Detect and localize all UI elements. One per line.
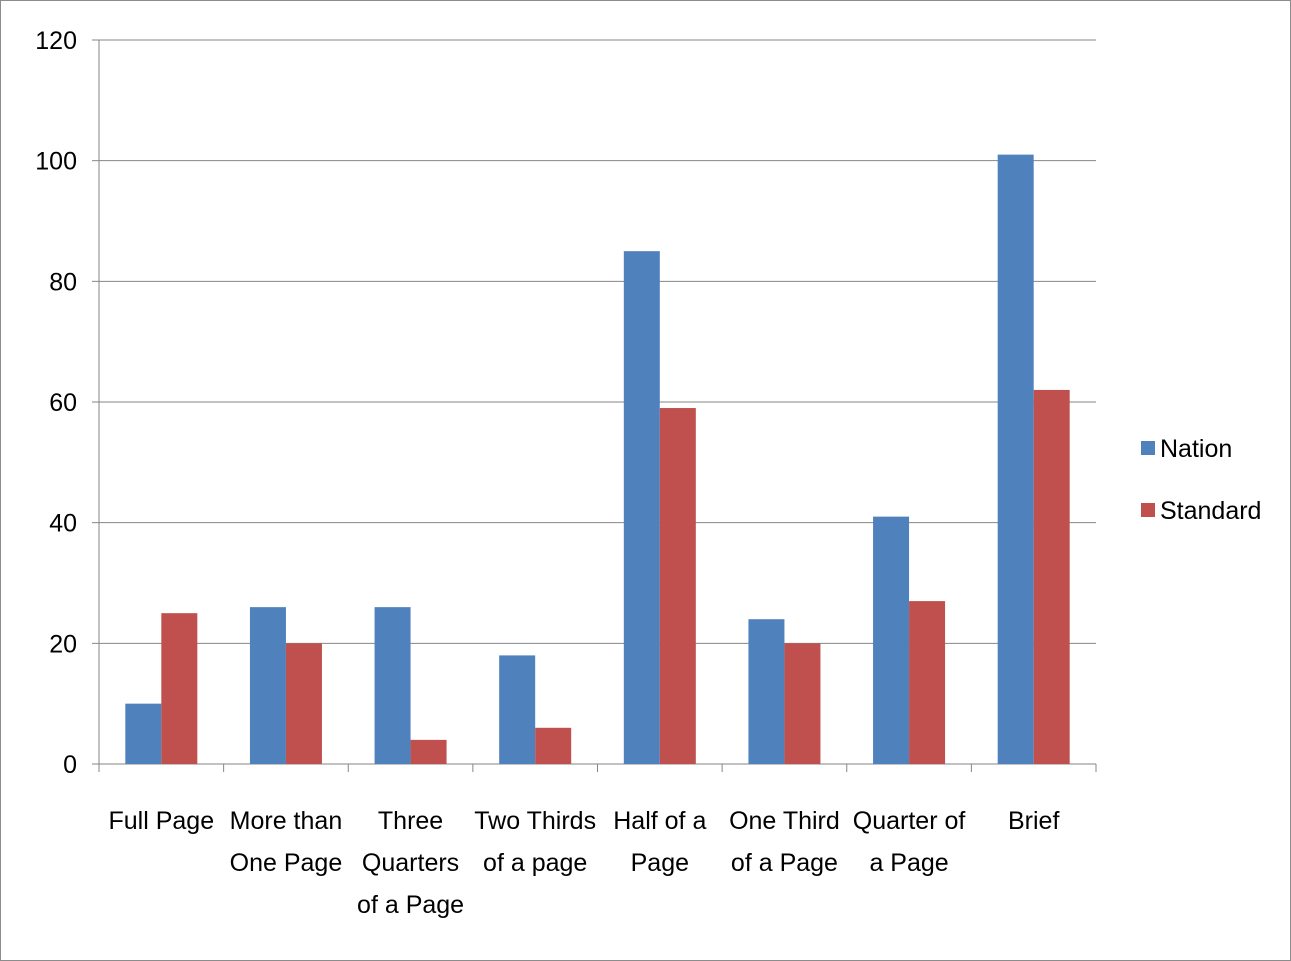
x-category-label-line: of a Page xyxy=(731,849,838,877)
bar-standard xyxy=(410,739,447,764)
legend-swatch-standard xyxy=(1141,503,1155,517)
y-tick-label: 120 xyxy=(35,27,77,55)
x-category-label-line: Quarters xyxy=(362,849,459,877)
bar-standard xyxy=(285,643,322,764)
bar-standard xyxy=(1033,389,1070,764)
bar-nation xyxy=(374,607,411,764)
y-tick-label: 80 xyxy=(49,268,77,296)
x-category-label-line: Half of a xyxy=(613,807,706,835)
bar-nation xyxy=(748,619,785,764)
y-tick-label: 20 xyxy=(49,630,77,658)
bar-nation xyxy=(623,251,660,764)
bar-nation xyxy=(249,607,286,764)
x-category-label: Brief xyxy=(1008,807,1059,835)
x-category-label-line: a Page xyxy=(869,849,948,877)
bar-standard xyxy=(659,408,696,764)
bar-nation xyxy=(125,703,162,764)
bar-standard xyxy=(535,727,572,764)
x-category-label: One Third of a Page xyxy=(729,807,840,877)
x-category-label-line: One Third xyxy=(729,807,840,835)
y-tick-label: 100 xyxy=(35,148,77,176)
legend-label-nation: Nation xyxy=(1160,435,1232,463)
x-category-label-line: of a Page xyxy=(357,891,464,919)
x-category-label: More than One Page xyxy=(230,807,343,877)
x-category-label: Half of a Page xyxy=(613,807,706,877)
x-category-label-line: Page xyxy=(631,849,689,877)
legend-swatch-nation xyxy=(1141,441,1155,455)
y-tick-label: 60 xyxy=(49,389,77,417)
bar-nation xyxy=(499,655,536,764)
x-category-label-line: Brief xyxy=(1008,807,1059,835)
bar-standard xyxy=(784,643,821,764)
x-category-label-line: Full Page xyxy=(109,807,215,835)
x-category-label: Two Thirds of a page xyxy=(474,807,596,877)
bar-standard xyxy=(161,613,198,764)
x-category-label: Full Page xyxy=(109,807,215,835)
bar-standard xyxy=(909,601,946,764)
y-tick-label: 40 xyxy=(49,510,77,538)
x-category-label-line: One Page xyxy=(230,849,343,877)
legend-label-standard: Standard xyxy=(1160,497,1261,525)
x-category-label-line: of a page xyxy=(483,849,587,877)
bar-nation xyxy=(873,516,910,764)
x-category-label-line: Three xyxy=(378,807,443,835)
x-category-label-line: Quarter of xyxy=(853,807,966,835)
y-tick-label: 0 xyxy=(63,751,77,779)
x-category-label-line: Two Thirds xyxy=(474,807,596,835)
x-category-label: Quarter of a Page xyxy=(853,807,966,877)
x-category-label-line: More than xyxy=(230,807,343,835)
bar-nation xyxy=(997,154,1034,765)
x-category-label: Three Quarters of a Page xyxy=(357,807,464,919)
